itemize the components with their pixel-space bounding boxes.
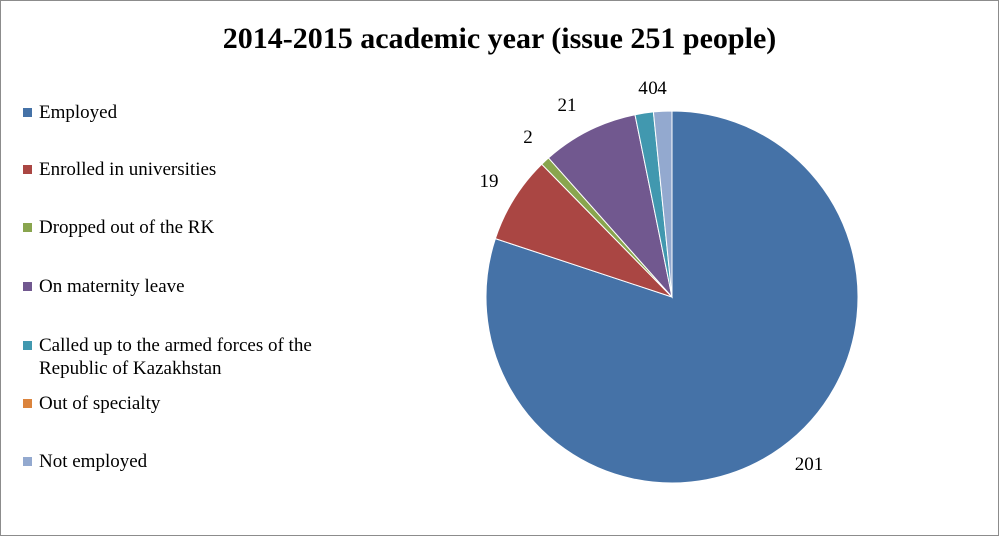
pie-slice-maternity [547,114,673,299]
legend-swatch-out-of-specialty [23,399,32,408]
legend-label-armed-forces: Called up to the armed forces of the Rep… [39,335,312,379]
data-label-armed-forces: 4 [638,78,648,99]
legend-swatch-armed-forces [23,341,32,350]
data-label-dropped: 2 [523,127,533,148]
legend-swatch-enrolled [23,165,32,174]
chart-title: 2014-2015 academic year (issue 251 peopl… [222,22,777,55]
legend-label-not-employed: Not employed [39,451,148,472]
data-label-maternity: 21 [558,95,577,116]
legend-label-maternity: On maternity leave [39,276,185,297]
legend-swatch-dropped [23,223,32,232]
data-label-out-of-specialty: 0 [648,78,658,99]
data-label-not-employed: 4 [657,78,667,99]
pie-data-labels: 201 19 2 21 4 0 4 [480,78,824,475]
pie-slice-not-employed [652,110,673,298]
data-label-enrolled: 19 [480,171,499,192]
data-label-employed: 201 [795,454,824,475]
legend-label-enrolled: Enrolled in universities [39,159,217,180]
legend-swatch-employed [23,108,32,117]
legend-label-dropped: Dropped out of the RK [39,217,215,238]
pie-slices [485,110,859,484]
legend-label-employed: Employed [39,102,118,123]
legend-swatch-maternity [23,282,32,291]
legend-swatch-not-employed [23,457,32,466]
legend-label-out-of-specialty: Out of specialty [39,393,161,414]
